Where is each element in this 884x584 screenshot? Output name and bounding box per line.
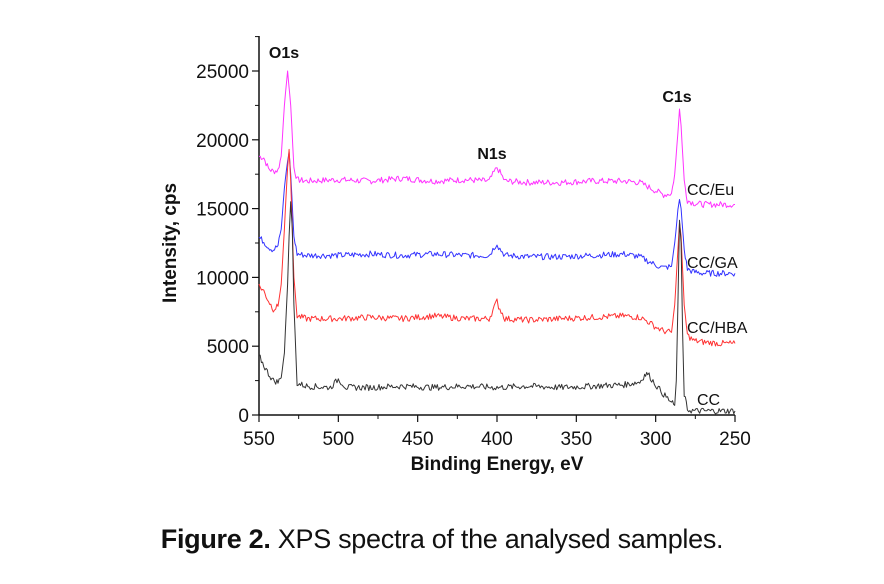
series-label: CC/HBA	[687, 320, 748, 337]
y-tick-label: 0	[238, 406, 249, 427]
axes: 550 500 450 400 350 300 250 0 5000 10000 15000 2000…	[196, 36, 751, 450]
x-tick-label: 350	[560, 429, 592, 450]
peak-annotation: C1s	[662, 89, 691, 106]
series-label: CC/Eu	[687, 182, 734, 199]
y-tick-label: 10000	[196, 268, 249, 289]
peak-annotation: O1s	[269, 45, 299, 62]
series-line-cc	[258, 201, 736, 415]
x-axis-title: Binding Energy, eV	[411, 454, 584, 475]
x-tick-label: 400	[481, 429, 513, 450]
series-layer	[258, 70, 736, 415]
series-label: CC/GA	[687, 255, 738, 272]
labels-layer: Binding Energy, eV Intensity, cps CC/Eu C…	[160, 45, 748, 475]
x-tick-label: 550	[243, 429, 275, 450]
x-tick-label: 250	[719, 429, 751, 450]
caption-text: XPS spectra of the analysed samples.	[277, 524, 724, 554]
xps-chart: 550 500 450 400 350 300 250 0 5000 10000 15000 2000…	[160, 36, 751, 475]
series-line-cc-eu	[258, 70, 735, 208]
x-tick-label: 300	[640, 429, 672, 450]
y-axis-title: Intensity, cps	[160, 183, 181, 303]
y-tick-label: 25000	[196, 62, 249, 83]
x-tick-label: 450	[402, 429, 434, 450]
series-label: CC	[697, 392, 720, 409]
y-tick-label: 15000	[196, 200, 249, 221]
series-line-cc-ga	[258, 151, 736, 277]
y-tick-label: 5000	[207, 337, 249, 358]
series-line-cc-hba	[258, 148, 736, 347]
figure-caption: Figure 2. XPS spectra of the analysed sa…	[0, 524, 884, 555]
x-tick-label: 500	[322, 429, 354, 450]
caption-label: Figure 2.	[160, 524, 271, 554]
y-tick-label: 20000	[196, 131, 249, 152]
peak-annotation: N1s	[477, 146, 506, 163]
